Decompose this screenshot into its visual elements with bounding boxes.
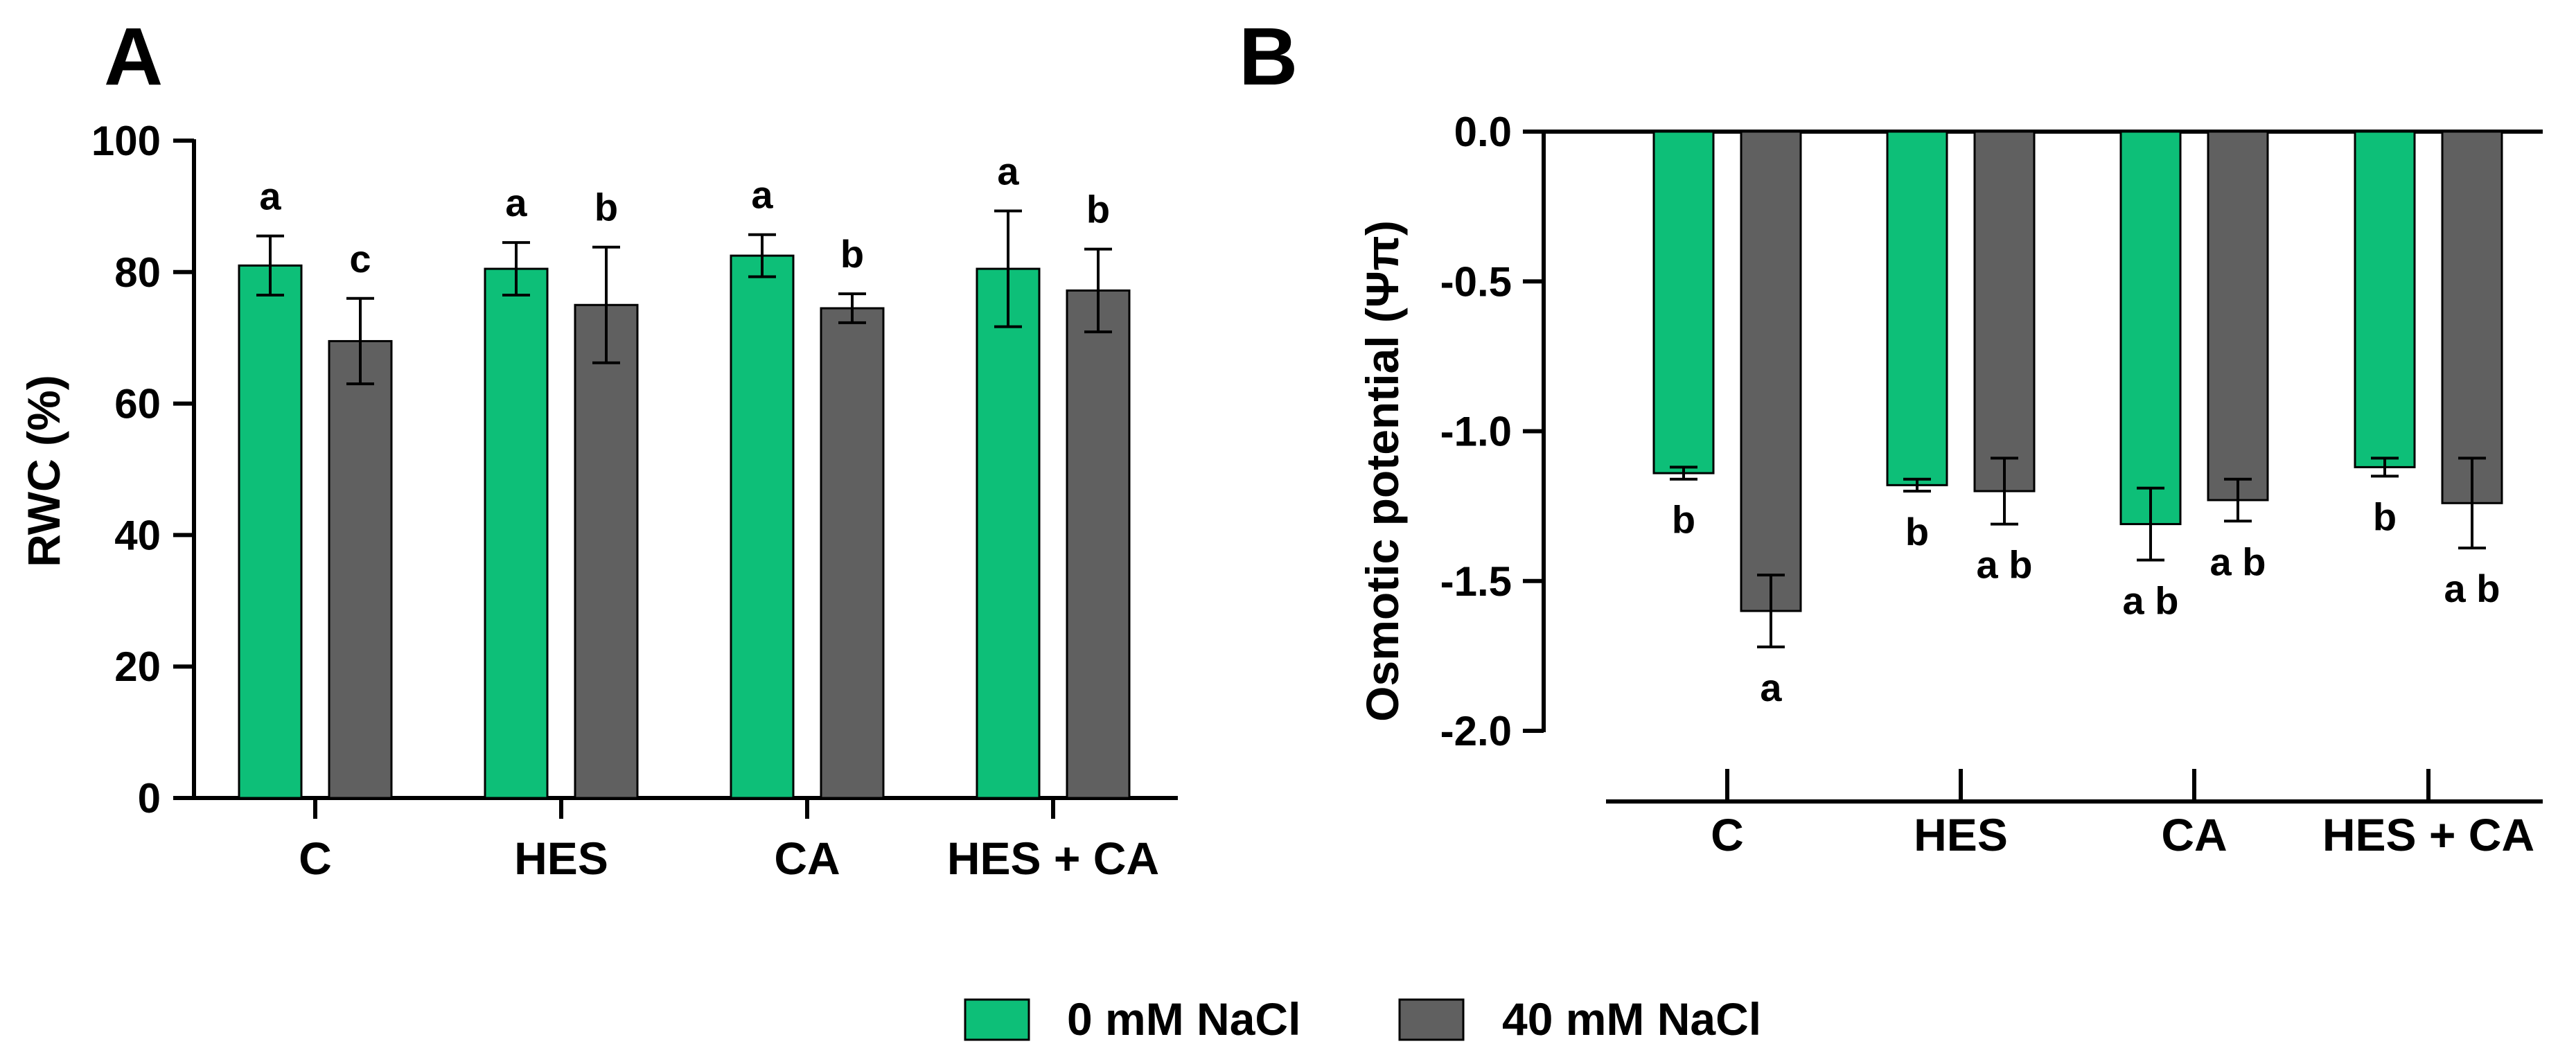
bars: a a a a c b b b: [238, 150, 1131, 799]
bar: [1066, 289, 1131, 799]
bar: [1886, 130, 1948, 486]
y-tick-label: 60: [114, 381, 161, 427]
axes: 0 20 40 60 80 100 C HES CA HES + CA: [91, 118, 1178, 884]
x-tick-label: C: [299, 833, 332, 884]
y-tick-label: 80: [114, 249, 161, 296]
significance-label: a: [1760, 666, 1782, 709]
y-tick-label: -1.0: [1440, 409, 1512, 455]
significance-label: b: [1905, 510, 1929, 553]
significance-label: a b: [2123, 578, 2179, 622]
significance-label: a b: [1977, 543, 2033, 587]
significance-label: a: [997, 150, 1019, 193]
significance-label: a b: [2210, 540, 2266, 583]
x-tick-label: HES: [1914, 809, 2008, 860]
x-tick-label: HES + CA: [947, 833, 1159, 884]
bar: [2207, 130, 2269, 502]
x-tick-label: C: [1711, 809, 1744, 860]
x-tick-label: HES: [514, 833, 608, 884]
axes: 0.0 -0.5 -1.0 -1.5 -2.0 C HES CA HES + CA: [1440, 109, 2543, 860]
legend-swatch-0: [964, 998, 1030, 1041]
bar: [574, 303, 639, 799]
y-tick-label: 100: [91, 118, 161, 164]
significance-label: a: [505, 181, 527, 224]
significance-label: b: [2373, 495, 2397, 538]
significance-label: a: [751, 173, 773, 217]
y-tick-label: 40: [114, 512, 161, 558]
y-tick-label: 20: [114, 644, 161, 690]
panel-label-b: B: [1239, 11, 1298, 103]
bar: [820, 307, 885, 799]
bar: [1740, 130, 1802, 612]
bar: [2354, 130, 2416, 468]
significance-label: c: [349, 237, 371, 281]
bar: [1652, 130, 1715, 475]
significance-label: a b: [2444, 567, 2500, 610]
y-axis-label-b: Osmotic potential (Ψπ): [1357, 220, 1408, 722]
legend-label-0: 0 mM NaCl: [1067, 993, 1300, 1045]
y-tick-label: 0: [138, 775, 161, 822]
legend-swatch-1: [1398, 998, 1465, 1041]
y-tick-label: -1.5: [1440, 558, 1512, 605]
chart-panel-b: B Osmotic potential (Ψπ) 0.0 -0.5 -1.0 -1.5…: [1239, 11, 2543, 860]
significance-label: b: [1672, 498, 1695, 542]
bar: [238, 264, 303, 799]
significance-label: b: [1086, 188, 1110, 231]
y-tick-label: -0.5: [1440, 258, 1512, 305]
significance-label: b: [840, 232, 864, 276]
bar: [484, 267, 549, 799]
bar: [328, 339, 393, 799]
bar: [1973, 130, 2036, 493]
x-tick-label: CA: [774, 833, 840, 884]
y-tick-label: 0.0: [1454, 109, 1512, 155]
y-axis-label-a: RWC (%): [18, 375, 69, 567]
bar: [2119, 130, 2182, 526]
significance-label: a: [259, 175, 281, 218]
bars: b b a b b a a b a b a b: [1652, 130, 2503, 709]
legend: 0 mM NaCl 40 mM NaCl: [964, 993, 1761, 1045]
y-tick-label: -2.0: [1440, 708, 1512, 754]
x-tick-label: HES + CA: [2322, 809, 2534, 860]
bar: [2441, 130, 2503, 504]
bar: [730, 254, 795, 799]
x-tick-label: CA: [2161, 809, 2227, 860]
significance-label: b: [594, 186, 618, 229]
panel-label-a: A: [104, 11, 163, 103]
bar: [976, 267, 1041, 799]
legend-label-1: 40 mM NaCl: [1502, 993, 1761, 1045]
